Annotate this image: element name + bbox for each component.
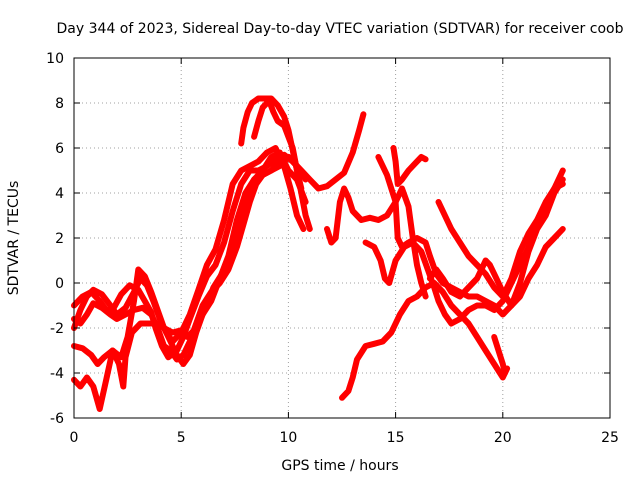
y-tick-label: -6: [50, 411, 64, 427]
x-tick-label: 15: [387, 430, 405, 446]
y-tick-label: -4: [50, 366, 64, 382]
series-track12: [435, 181, 566, 300]
series-track14: [426, 176, 566, 309]
x-tick-label: 5: [177, 430, 186, 446]
y-tick-label: 4: [55, 186, 64, 202]
series-track9: [339, 280, 511, 401]
series-track7: [251, 97, 305, 192]
y-tick-label: 6: [55, 141, 64, 157]
y-tick-label: -2: [50, 321, 64, 337]
y-axis-label: SDTVAR / TECUs: [6, 181, 22, 296]
y-tick-label: 2: [55, 231, 64, 247]
series-track3: [71, 149, 309, 412]
y-tick-label: 0: [55, 276, 64, 292]
series-track1: [71, 111, 367, 361]
y-tick-label: 10: [46, 51, 64, 67]
axis-ticks: 0 5 10 15 20 25 -6 -4 -2 0 2 4 6 8 10: [46, 51, 619, 446]
series-track5: [71, 154, 298, 363]
series-track15: [491, 334, 508, 376]
series-track10: [390, 145, 429, 187]
data-series: [71, 95, 566, 412]
x-tick-label: 10: [279, 430, 297, 446]
x-tick-label: 20: [494, 430, 512, 446]
chart-title: Day 344 of 2023, Sidereal Day-to-day VTE…: [57, 21, 624, 37]
x-tick-label: 25: [601, 430, 619, 446]
x-tick-label: 0: [70, 430, 79, 446]
y-tick-label: 8: [55, 96, 64, 112]
x-axis-label: GPS time / hours: [281, 458, 398, 474]
